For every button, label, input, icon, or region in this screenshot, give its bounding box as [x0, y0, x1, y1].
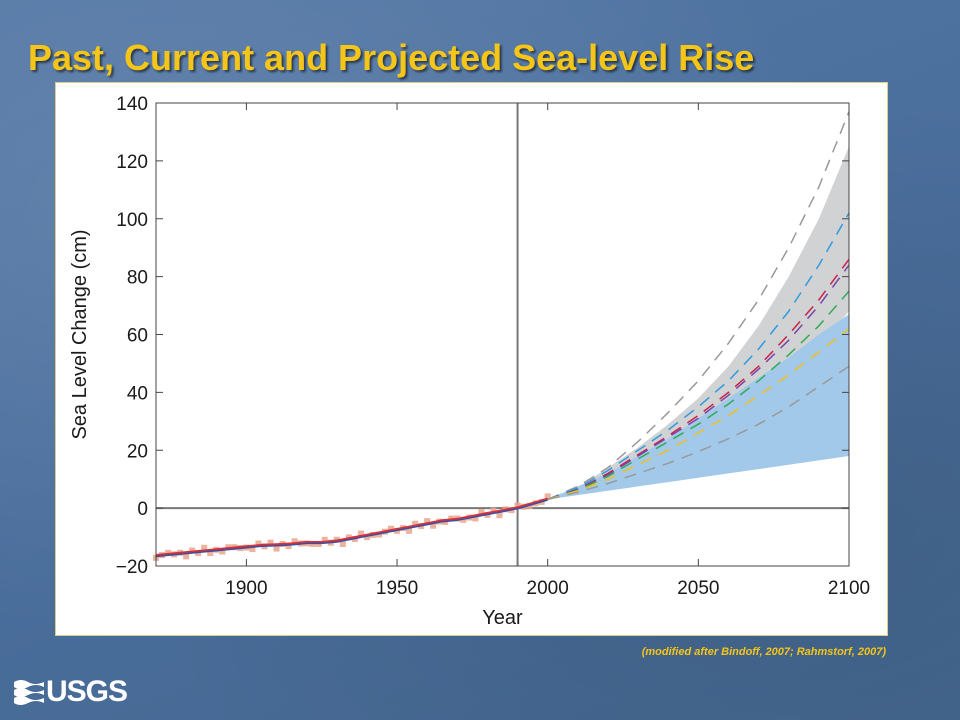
x-tick-label: 2100 — [828, 578, 870, 599]
observed-point — [424, 518, 431, 525]
y-axis-title: Sea Level Change (cm) — [69, 229, 91, 439]
observed-line-blue — [155, 499, 548, 558]
x-axis-title: Year — [482, 607, 523, 629]
projection-series-7 — [547, 365, 850, 501]
observed-point — [478, 508, 485, 515]
observed-point — [412, 520, 419, 527]
y-tick-label: 20 — [127, 441, 148, 462]
usgs-logo: USGS — [14, 672, 128, 712]
observed-point — [291, 538, 298, 545]
usgs-wave-icon — [14, 680, 44, 705]
projection-range-blue — [547, 314, 849, 500]
observed-point — [339, 540, 346, 547]
observed-point — [321, 536, 328, 543]
observed-point — [165, 549, 172, 556]
projection-series-6 — [547, 328, 850, 501]
usgs-logo-text: USGS — [46, 675, 128, 708]
plot-frame — [155, 102, 850, 567]
observed-point — [490, 507, 497, 514]
observed-point — [273, 545, 280, 552]
slide-title: Past, Current and Projected Sea-level Ri… — [28, 37, 755, 78]
x-tick-label: 1900 — [225, 578, 267, 599]
observed-point — [189, 547, 196, 554]
reference-lines — [156, 103, 849, 566]
sea-level-chart: 1900 1950 2000 2050 2100 −20 0 20 40 60 80 100 120 14… — [69, 94, 870, 629]
observed-point — [285, 543, 292, 550]
observed-point — [514, 502, 521, 509]
observed-point — [363, 534, 370, 541]
y-tick-label: 140 — [116, 94, 148, 115]
y-tick-label: 40 — [127, 383, 148, 404]
projection-series-2 — [547, 212, 850, 501]
y-tick-label: 0 — [137, 499, 148, 520]
observed-point — [430, 522, 437, 529]
observed-point — [388, 525, 395, 532]
chart-panel: 1900 1950 2000 2050 2100 −20 0 20 40 60 80 100 120 14… — [55, 82, 888, 636]
observed-point — [183, 553, 190, 560]
projection-series-4 — [547, 264, 850, 501]
x-tick-label: 1950 — [376, 578, 418, 599]
plot-border — [155, 102, 850, 567]
observed-point — [219, 548, 226, 555]
y-tick-label: −20 — [116, 557, 148, 578]
y-tick-label: 60 — [127, 326, 148, 347]
observed-point — [201, 544, 208, 551]
axis-ticks: 1900 1950 2000 2050 2100 −20 0 20 40 60 80 100 120 14… — [116, 94, 870, 599]
observed-point — [496, 512, 503, 519]
projection-series-3 — [547, 258, 850, 501]
source-citation: (modified after Bindoff, 2007; Rahmstorf… — [641, 646, 886, 658]
observed-point — [249, 546, 256, 553]
x-tick-label: 2050 — [677, 578, 719, 599]
observed-point — [472, 515, 479, 522]
y-tick-label: 120 — [116, 152, 148, 173]
observed-point — [207, 550, 214, 557]
y-tick-label: 100 — [116, 210, 148, 231]
projection-ranges — [547, 146, 849, 500]
observed-point — [544, 493, 551, 500]
x-tick-label: 2000 — [527, 578, 569, 599]
observed-point — [406, 527, 413, 534]
observed-point — [357, 530, 364, 537]
observed-line-red — [155, 497, 548, 556]
projection-series-5 — [547, 290, 850, 501]
observed-point — [255, 540, 262, 547]
y-tick-label: 80 — [127, 268, 148, 289]
series-lines — [155, 111, 850, 558]
observed-point — [267, 539, 274, 546]
